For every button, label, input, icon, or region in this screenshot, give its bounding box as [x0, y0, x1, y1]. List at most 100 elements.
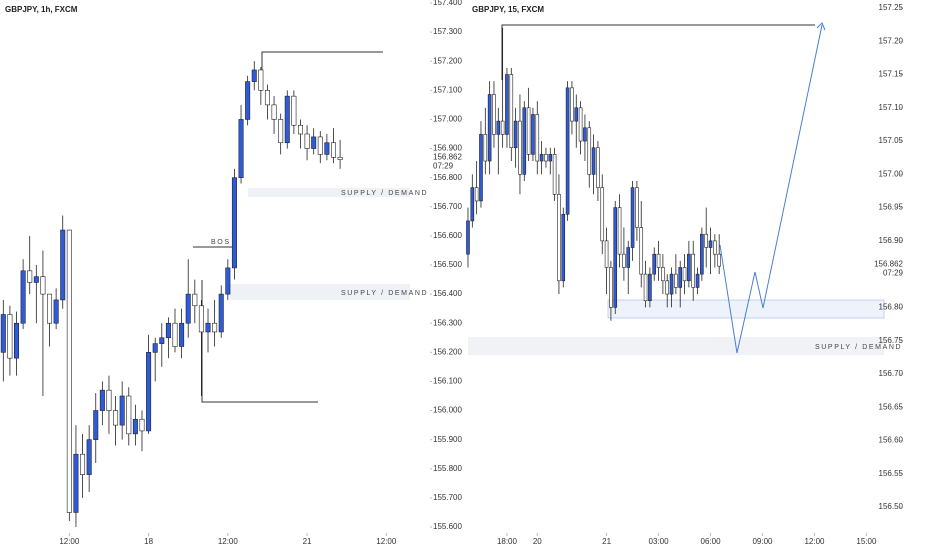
last-price: 156.862 — [874, 259, 903, 268]
countdown: 07:29 — [433, 162, 454, 171]
candle-body — [14, 322, 20, 359]
chart-title: GBPJPY, 15, FXCM — [472, 5, 544, 14]
y-tick-label: 157.000 — [433, 115, 462, 124]
candle-body — [570, 87, 574, 122]
left-drawings: SUPPLY / DEMAND BOS SUPPLY / DEMAND GBPJ… — [5, 5, 428, 403]
candle-body — [264, 90, 270, 106]
candle-body — [652, 253, 657, 275]
candle-body — [678, 267, 683, 288]
y-tick-label: 156.95 — [879, 203, 904, 212]
y-tick-label: 157.400 — [433, 0, 462, 7]
candle-body — [330, 142, 336, 158]
candle-body — [165, 322, 171, 339]
candle-body — [505, 74, 509, 135]
high-line — [501, 24, 815, 80]
candle-body — [548, 154, 553, 162]
x-tick-label: 09:00 — [752, 537, 773, 546]
candle-body — [231, 177, 237, 269]
candle-body — [7, 314, 13, 359]
arrow-head — [816, 22, 826, 31]
candle-body — [126, 395, 132, 435]
x-tick-label: 21 — [303, 537, 312, 546]
candle-body — [656, 253, 661, 268]
y-tick-label: 156.300 — [433, 318, 462, 327]
candle-body — [483, 134, 488, 162]
candle-body — [192, 293, 198, 307]
x-tick-label: 03:00 — [649, 537, 670, 546]
candle-body — [297, 124, 303, 135]
y-tick-label: 157.300 — [433, 27, 462, 36]
candle-body — [278, 119, 284, 144]
chart-title: GBPJPY, 1h, FXCM — [5, 5, 78, 14]
y-tick-label: 156.65 — [879, 402, 904, 411]
candle-body — [132, 418, 138, 435]
candle-body — [119, 395, 125, 426]
candle-body — [106, 389, 112, 411]
candle-body — [648, 273, 652, 302]
candle-body — [665, 280, 670, 295]
candle-body — [687, 253, 691, 282]
candle-body — [630, 187, 635, 248]
x-tick-label: 06:00 — [701, 537, 722, 546]
candle-body — [291, 95, 297, 126]
candle-body — [509, 74, 514, 149]
candle-body — [470, 187, 475, 222]
y-tick-label: 156.70 — [879, 369, 904, 378]
x-tick-label: 15:00 — [856, 537, 877, 546]
candle-body — [80, 453, 86, 475]
candle-body — [245, 81, 251, 120]
candle-body — [479, 134, 483, 202]
candle-body — [565, 87, 570, 215]
y-tick-label: 156.75 — [879, 336, 904, 345]
price-tag — [431, 152, 465, 171]
y-tick-label: 156.900 — [433, 144, 462, 153]
candle-body — [708, 240, 713, 248]
y-tick-label: 156.100 — [433, 377, 462, 386]
candle-body — [99, 389, 105, 411]
candle-body — [713, 240, 717, 255]
y-tick-label: 157.10 — [879, 103, 904, 112]
y-tick-label: 156.90 — [879, 236, 904, 245]
y-tick-label: 157.00 — [879, 169, 904, 178]
candle-body — [20, 270, 26, 324]
last-price: 156.862 — [433, 153, 462, 162]
annotation: BOS — [211, 239, 231, 246]
candle-body — [205, 322, 211, 333]
candle-body — [172, 322, 178, 347]
candle-body — [304, 133, 310, 149]
x-tick-label: 12:00 — [218, 537, 239, 546]
y-tick-label: 155.700 — [433, 493, 462, 502]
annotation: SUPPLY / DEMAND — [815, 344, 902, 351]
candle-body — [185, 293, 191, 324]
x-tick-label: 12:00 — [59, 537, 80, 546]
x-tick-label: 12:00 — [376, 537, 397, 546]
candle-body — [251, 69, 257, 82]
candle-body — [613, 207, 618, 308]
projection — [719, 24, 823, 354]
candle-body — [198, 305, 204, 333]
y-tick-label: 155.900 — [433, 435, 462, 444]
candle-body — [33, 276, 39, 283]
y-tick-label: 156.500 — [433, 260, 462, 269]
candle-body — [700, 233, 704, 275]
candle-body — [561, 213, 566, 282]
candle-body — [539, 154, 544, 162]
candle-body — [60, 229, 66, 301]
candle-body — [337, 156, 343, 160]
annotation: SUPPLY / DEMAND — [341, 290, 428, 297]
candle-body — [691, 253, 696, 288]
candle-body — [522, 107, 527, 175]
candle-body — [557, 193, 561, 282]
y-tick-label: 156.80 — [879, 303, 904, 312]
candle-body — [466, 220, 470, 255]
candle-body — [643, 273, 648, 302]
candle-body — [591, 147, 596, 175]
candle-body — [622, 253, 626, 268]
annotation: SUPPLY / DEMAND — [341, 190, 428, 197]
y-tick-label: 157.100 — [433, 85, 462, 94]
x-tick-label: 21 — [602, 537, 611, 546]
candle-body — [518, 120, 522, 175]
y-tick-label: 156.700 — [433, 202, 462, 211]
candle-body — [284, 95, 290, 144]
candle-body — [271, 104, 277, 120]
